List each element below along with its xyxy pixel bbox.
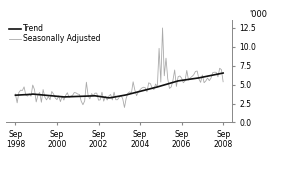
- Y-axis label: '000: '000: [249, 10, 267, 19]
- Legend: Trend, Seasonally Adjusted: Trend, Seasonally Adjusted: [9, 24, 101, 43]
